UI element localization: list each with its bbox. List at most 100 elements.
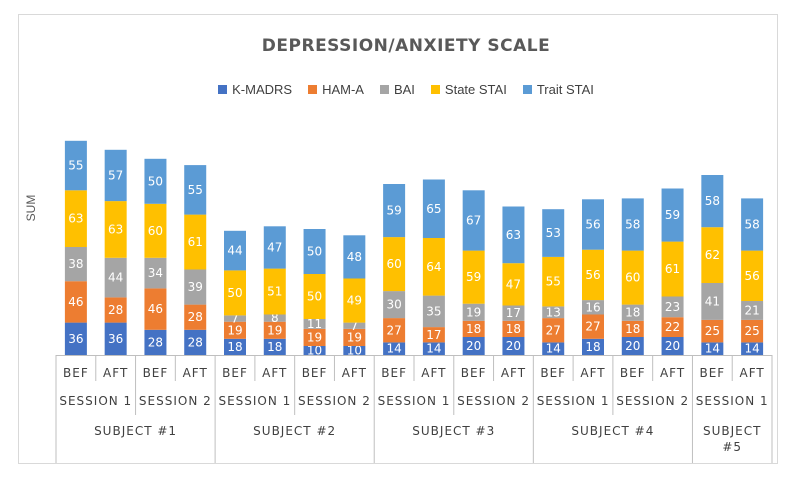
data-label: 17 [506,306,521,320]
bar-segment-ham-a [104,297,127,323]
category-tick-label: AFT [103,366,128,380]
category-tick-label: AFT [421,366,446,380]
session-label: SESSION 2 [298,394,371,408]
category-tick-label: AFT [580,366,605,380]
session-label: SESSION 2 [616,394,689,408]
legend-swatch-ham-a [308,85,318,94]
data-label: 28 [108,303,123,317]
legend-item-state-stai: State STAI [430,82,507,97]
legend-label-bai: BAI [393,82,415,97]
category-tick-label: BEF [381,366,407,380]
bar-segment-k-madrs [741,342,764,355]
data-label: 59 [466,270,481,284]
data-label: 64 [426,260,441,274]
data-label: 14 [426,342,441,356]
bar-segment-k-madrs [303,346,326,355]
data-label: 25 [705,324,720,338]
data-label: 20 [506,339,521,353]
data-label: 20 [466,339,481,353]
legend-item-ham-a: HAM-A [308,82,364,97]
bar-segment-ham-a [343,328,366,346]
data-label: 50 [307,290,322,304]
session-label: SESSION 1 [696,394,769,408]
category-tick-label: BEF [143,366,169,380]
bar-segment-state-stai [104,201,127,258]
bar-segment-bai [303,319,326,329]
bar-segment-k-madrs [263,338,286,355]
bar-segment-bai [582,300,604,315]
bar-segment-bai [224,315,246,322]
bar-segment-k-madrs [502,337,525,355]
bar-segment-ham-a [701,319,724,343]
data-label: 16 [585,300,600,314]
bar-segment-k-madrs [184,329,207,355]
bar-segment-bai [621,304,644,321]
bar-segment-k-madrs [64,322,87,355]
bar-segment-trait-stai [263,226,286,269]
bar-segment-state-stai [303,274,326,319]
data-label: 63 [108,222,123,236]
data-label: 60 [148,224,163,238]
bar-segment-state-stai [542,256,565,307]
bar-segment-k-madrs [144,329,167,355]
data-label: 19 [267,323,282,337]
legend-item-k-madrs: K-MADRS [218,82,292,97]
session-label: SESSION 1 [218,394,291,408]
data-label: 8 [271,311,279,325]
data-label: 50 [227,286,242,300]
bar-segment-ham-a [661,317,684,337]
bar-segment-ham-a [303,328,326,346]
category-tick-label: AFT [739,366,764,380]
bar-segment-trait-stai [144,158,167,204]
data-label: 53 [546,226,561,240]
bar-segment-state-stai [621,250,644,305]
data-label: 48 [347,250,362,264]
data-label: 7 [231,312,239,326]
bar-segment-bai [701,283,724,320]
data-label: 18 [625,322,640,336]
category-tick-label: AFT [262,366,287,380]
bar-segment-bai [383,291,406,319]
bar-segment-k-madrs [224,338,246,355]
bar-segment-state-stai [343,278,366,323]
bar-segment-bai [462,303,485,321]
bar-segment-k-madrs [621,337,644,355]
subject-label: SUBJECT #4 [571,424,654,438]
subject-label: SUBJECT [703,424,761,438]
data-label: 11 [307,317,322,331]
subject-label: SUBJECT #1 [94,424,177,438]
bar-segment-trait-stai [104,149,127,202]
data-label: 14 [546,342,561,356]
bar-segment-ham-a [741,319,764,343]
data-label: 21 [744,303,759,317]
category-tick-label: BEF [222,366,248,380]
category-tick-label: BEF [63,366,89,380]
data-label: 47 [506,277,521,291]
data-label: 50 [148,174,163,188]
data-label: 57 [108,168,123,182]
bar-segment-bai [741,301,764,320]
bar-segment-k-madrs [462,337,485,355]
bar-segment-bai [184,269,207,305]
category-tick-label: BEF [620,366,646,380]
bar-segment-ham-a [582,314,604,339]
bar-segment-ham-a [64,281,87,323]
data-label: 55 [188,183,203,197]
data-label: 38 [68,257,83,271]
data-label: 13 [546,305,561,319]
data-label: 14 [386,342,401,356]
data-label: 22 [665,320,680,334]
data-label: 49 [347,294,362,308]
data-label: 27 [546,323,561,337]
data-label: 56 [744,269,759,283]
bar-segment-state-stai [741,250,764,301]
data-label: 14 [744,342,759,356]
bar-segment-bai [64,247,87,282]
bar-segment-bai [422,295,445,328]
data-label: 25 [744,324,759,338]
data-label: 20 [665,339,680,353]
data-label: 19 [466,305,481,319]
bar-segment-state-stai [582,249,604,301]
legend-swatch-state-stai [430,85,440,94]
